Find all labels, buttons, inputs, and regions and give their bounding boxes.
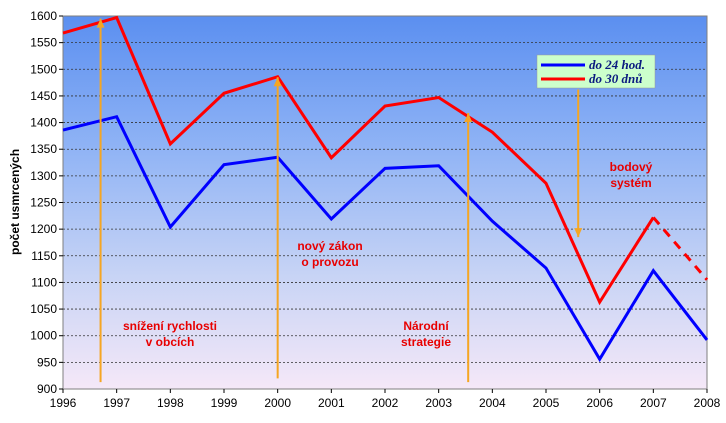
annotation-label-1-1: o provozu	[301, 255, 358, 269]
y-tick-label-1300: 1300	[30, 169, 57, 183]
annotation-label-0-1: v obcích	[146, 335, 195, 349]
y-axis-ticks: 900 950 1000 1050 1100 1150 1200 1250 1300 1350 14…	[30, 9, 63, 396]
annotations: snížení rychlosti v obcích nový zákon o pro…	[96, 18, 653, 383]
y-axis-label: počet usmrcených	[8, 149, 22, 255]
x-tick-label-2004: 2004	[479, 396, 506, 410]
y-tick-label-1050: 1050	[30, 302, 57, 316]
y-tick-label-1200: 1200	[30, 222, 57, 236]
series-line-1	[62, 15, 655, 306]
y-tick-label-950: 950	[37, 355, 57, 369]
annotation-arrow-head-3	[574, 228, 583, 238]
y-tick-label-1350: 1350	[30, 142, 57, 156]
annotation-label-2-0: Národní	[403, 319, 449, 333]
x-axis-ticks: 1996 1997 1998 1999 2000 2001 2002 2003 2004 2005…	[50, 389, 721, 410]
x-tick-label-2001: 2001	[318, 396, 345, 410]
x-tick-label-2002: 2002	[372, 396, 399, 410]
annotation-arrow-head-1	[273, 77, 282, 87]
annotation-label-3-1: systém	[610, 176, 651, 190]
x-tick-label-2006: 2006	[586, 396, 613, 410]
annotation-arrow-head-0	[96, 18, 105, 28]
legend-label-30d: do 30 dnů	[589, 71, 642, 86]
y-tick-label-1500: 1500	[30, 62, 57, 76]
y-tick-label-1000: 1000	[30, 329, 57, 343]
series-line-0	[62, 114, 709, 363]
y-tick-label-1100: 1100	[31, 275, 57, 289]
legend-box	[536, 54, 656, 89]
x-tick-label-1999: 1999	[211, 396, 238, 410]
legend-label-24h: do 24 hod.	[589, 57, 645, 72]
annotation-label-0-0: snížení rychlosti	[123, 319, 217, 333]
series-line-1-projected	[652, 216, 709, 281]
x-tick-label-1998: 1998	[157, 396, 184, 410]
annotation-label-2-1: strategie	[401, 335, 451, 349]
y-tick-label-1600: 1600	[30, 9, 57, 23]
y-tick-label-1400: 1400	[30, 116, 57, 130]
y-tick-label-1550: 1550	[30, 36, 57, 50]
y-tick-label-1150: 1150	[31, 249, 57, 263]
x-tick-label-2008: 2008	[694, 396, 721, 410]
legend: do 24 hod. do 30 dnů	[536, 54, 656, 89]
x-tick-label-1997: 1997	[103, 396, 130, 410]
annotation-label-3-0: bodový	[610, 160, 653, 174]
x-tick-label-2005: 2005	[533, 396, 560, 410]
annotation-arrow-head-2	[464, 112, 473, 122]
y-tick-label-900: 900	[37, 382, 57, 396]
gridlines	[63, 42, 707, 363]
series-lines	[62, 15, 709, 363]
y-tick-label-1250: 1250	[30, 196, 57, 210]
y-tick-label-1450: 1450	[30, 89, 57, 103]
annotation-label-1-0: nový zákon	[297, 239, 362, 253]
x-tick-label-2007: 2007	[640, 396, 667, 410]
x-tick-label-1996: 1996	[50, 396, 77, 410]
x-tick-label-2003: 2003	[425, 396, 452, 410]
x-tick-label-2000: 2000	[264, 396, 291, 410]
